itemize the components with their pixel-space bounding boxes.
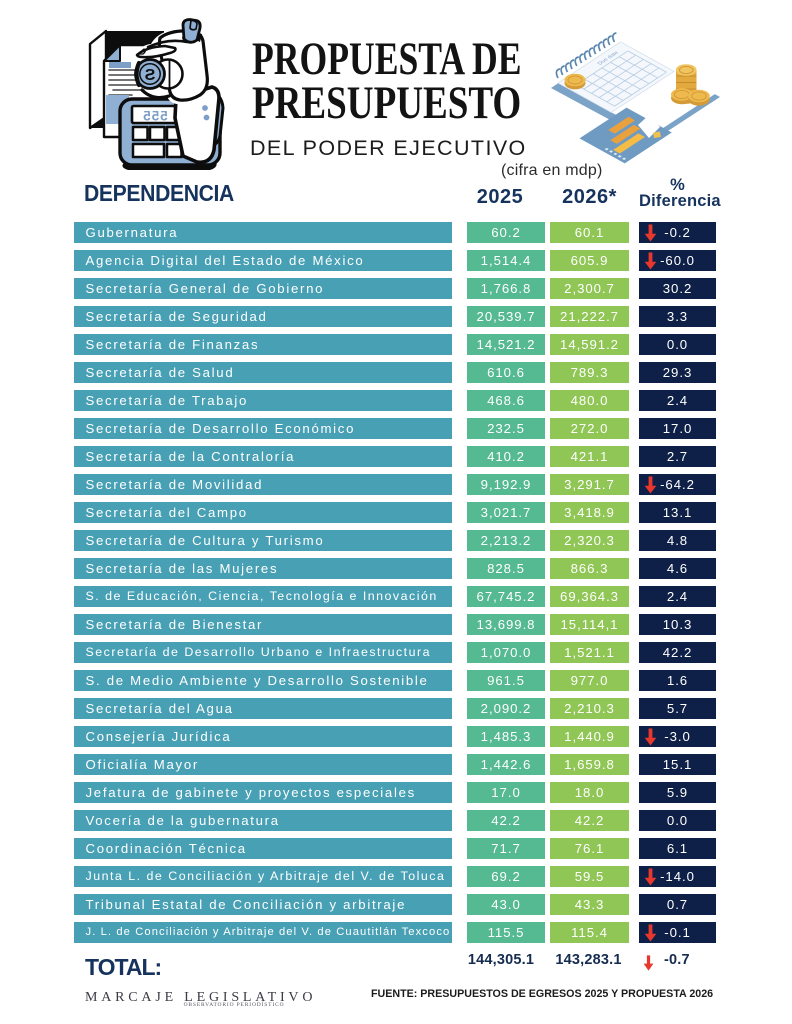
svg-text:555: 555	[142, 109, 168, 124]
svg-text:S: S	[144, 67, 155, 84]
